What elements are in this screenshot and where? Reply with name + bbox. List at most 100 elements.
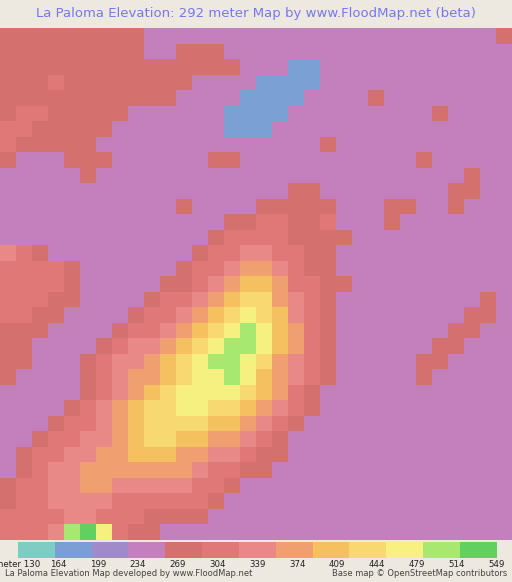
Bar — [400, 183, 416, 198]
Bar — [16, 245, 32, 261]
Bar — [176, 74, 192, 90]
Bar — [32, 494, 48, 509]
Bar — [128, 214, 144, 230]
Bar — [288, 494, 304, 509]
Bar — [176, 59, 192, 74]
Bar — [432, 183, 448, 198]
Bar — [112, 198, 128, 214]
Bar — [432, 276, 448, 292]
Bar — [352, 230, 368, 245]
Bar — [256, 509, 272, 524]
Bar — [176, 90, 192, 105]
Bar — [176, 105, 192, 121]
Bar — [272, 230, 288, 245]
Bar — [80, 338, 96, 354]
Bar — [400, 478, 416, 494]
Bar — [240, 28, 256, 44]
Bar — [208, 416, 224, 431]
Bar — [32, 463, 48, 478]
Text: 444: 444 — [369, 560, 385, 569]
Bar — [128, 509, 144, 524]
Bar — [112, 307, 128, 323]
Bar — [288, 152, 304, 168]
Bar — [32, 105, 48, 121]
Bar — [128, 431, 144, 447]
Bar — [208, 121, 224, 137]
Bar — [416, 509, 432, 524]
Bar — [368, 416, 384, 431]
Bar — [432, 478, 448, 494]
Bar — [112, 44, 128, 59]
Bar — [144, 198, 160, 214]
Bar — [16, 354, 32, 370]
Bar — [16, 385, 32, 400]
Bar — [176, 137, 192, 152]
Bar — [448, 338, 464, 354]
Bar — [320, 168, 336, 183]
Bar — [16, 478, 32, 494]
Bar — [496, 276, 512, 292]
Bar — [448, 416, 464, 431]
Bar — [160, 276, 176, 292]
Bar — [80, 198, 96, 214]
Bar — [384, 214, 400, 230]
Bar — [304, 370, 320, 385]
Bar — [368, 524, 384, 540]
Bar — [496, 168, 512, 183]
Bar — [96, 307, 112, 323]
Bar — [272, 261, 288, 276]
Bar — [496, 385, 512, 400]
Bar — [256, 230, 272, 245]
Bar — [144, 354, 160, 370]
Bar — [144, 137, 160, 152]
Bar — [224, 121, 240, 137]
Bar — [496, 494, 512, 509]
Bar — [448, 276, 464, 292]
Bar — [320, 478, 336, 494]
Bar — [400, 431, 416, 447]
Bar — [320, 307, 336, 323]
Bar — [128, 245, 144, 261]
Bar — [496, 261, 512, 276]
Bar — [432, 463, 448, 478]
Bar — [480, 28, 496, 44]
Bar — [80, 524, 96, 540]
Bar — [192, 509, 208, 524]
Bar — [80, 152, 96, 168]
Bar — [64, 478, 80, 494]
Bar — [160, 198, 176, 214]
Bar — [416, 276, 432, 292]
Bar — [160, 121, 176, 137]
Bar — [320, 354, 336, 370]
Bar — [304, 74, 320, 90]
Bar — [416, 59, 432, 74]
Bar — [336, 152, 352, 168]
Bar — [128, 494, 144, 509]
Bar — [144, 400, 160, 416]
Bar — [272, 338, 288, 354]
Bar — [416, 137, 432, 152]
Bar — [160, 524, 176, 540]
Bar — [496, 28, 512, 44]
Bar — [352, 292, 368, 307]
Bar — [208, 431, 224, 447]
Bar — [176, 354, 192, 370]
Bar — [192, 354, 208, 370]
Bar — [384, 447, 400, 463]
Bar — [320, 370, 336, 385]
Bar — [480, 292, 496, 307]
Bar — [368, 354, 384, 370]
Bar — [144, 416, 160, 431]
Bar — [80, 28, 96, 44]
Bar — [144, 74, 160, 90]
Bar — [192, 152, 208, 168]
Bar — [304, 261, 320, 276]
Bar — [464, 230, 480, 245]
Bar — [384, 478, 400, 494]
Bar — [32, 183, 48, 198]
Bar — [464, 292, 480, 307]
Bar — [16, 59, 32, 74]
Bar — [272, 524, 288, 540]
Bar — [400, 44, 416, 59]
Bar — [368, 183, 384, 198]
